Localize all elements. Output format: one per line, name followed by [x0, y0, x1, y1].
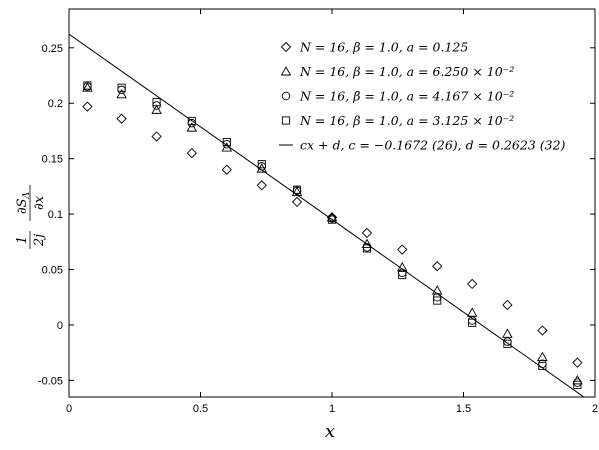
x-tick-label: 0 [66, 403, 72, 415]
data-point-triangle [502, 328, 513, 338]
x-axis-label: x [325, 421, 335, 442]
x-tick-label: 1 [329, 403, 335, 415]
x-tick-label: 2 [592, 403, 598, 415]
data-point-triangle [326, 211, 338, 222]
x-tick-label: 1.5 [456, 403, 471, 415]
y-axis-label: 1 2j ∂SΛ ∂x [15, 185, 47, 249]
y-tick-label: 0.1 [48, 209, 63, 221]
data-point-diamond [291, 196, 303, 208]
data-point-diamond [467, 278, 478, 290]
data-point-triangle [572, 374, 583, 385]
data-point-triangle [537, 351, 548, 362]
legend-marker-circle [281, 91, 291, 101]
y-tick-label: 0.25 [42, 43, 63, 55]
data-point-square [292, 185, 302, 194]
legend-marker-square [281, 116, 291, 125]
x-tick-label: 0.5 [193, 403, 208, 415]
data-point-triangle [151, 104, 162, 114]
legend-label: cx + d, c = −0.1672 (26), d = 0.2623 (32… [300, 138, 566, 153]
data-point-triangle [116, 88, 127, 99]
data-point-diamond [221, 164, 232, 175]
y-tick-label: 0 [57, 320, 63, 332]
y-label-frac-num: ∂SΛ [15, 191, 32, 214]
data-point-diamond [151, 131, 162, 142]
data-point-circle [397, 268, 407, 278]
legend-label: N = 16, β = 1.0, a = 4.167 × 10⁻² [299, 89, 514, 104]
data-point-square [573, 380, 582, 389]
axis-ticks: 0 0.5 1 1.5 2 -0.05 0 0.05 0.1 0.15 0.2 0.25 [38, 9, 598, 415]
fit-line [69, 33, 585, 397]
legend: N = 16, β = 1.0, a = 0.125 N = 16, β = 1.… [279, 40, 566, 153]
data-point-square [187, 116, 196, 126]
data-point-triangle [361, 238, 373, 248]
y-label-prefix-den: 2j [32, 234, 47, 247]
data-point-square [538, 361, 547, 371]
data-point-square [362, 244, 372, 253]
data-point-square [398, 271, 407, 280]
y-tick-label: 0.15 [42, 154, 63, 166]
data-point-diamond [502, 299, 513, 311]
data-point-diamond [537, 325, 548, 336]
data-point-circle [573, 378, 582, 387]
data-point-triangle [186, 122, 198, 132]
y-tick-label: 0.05 [42, 265, 63, 277]
data-point-triangle [466, 307, 478, 317]
data-point-square [83, 81, 92, 90]
data-point-square [468, 318, 477, 327]
y-tick-label: -0.05 [38, 375, 63, 387]
data-point-triangle [431, 285, 443, 295]
data-point-square [503, 339, 512, 348]
y-tick-label: 0.2 [48, 98, 63, 110]
data-point-diamond [397, 244, 408, 255]
y-label-prefix-num: 1 [15, 236, 30, 244]
data-point-square [152, 98, 161, 107]
data-point-diamond [432, 261, 443, 272]
data-point-triangle [396, 261, 408, 272]
data-point-diamond [572, 357, 583, 368]
legend-label: N = 16, β = 1.0, a = 3.125 × 10⁻² [299, 113, 514, 128]
data-point-triangle [82, 82, 93, 92]
data-point-diamond [82, 101, 93, 112]
legend-label: N = 16, β = 1.0, a = 6.250 × 10⁻² [299, 64, 514, 79]
data-point-square [433, 296, 442, 305]
y-label-frac-num-sub: Λ [22, 191, 32, 199]
data-point-square [257, 160, 266, 169]
data-point-diamond [361, 227, 373, 239]
data-point-diamond [186, 147, 197, 159]
plot-marks [69, 33, 585, 397]
data-point-diamond [116, 113, 127, 124]
data-point-square [327, 215, 337, 224]
data-point-diamond [256, 180, 267, 191]
legend-marker-diamond [280, 41, 292, 53]
y-label-frac-den: ∂x [32, 195, 47, 210]
data-point-square [117, 83, 126, 92]
legend-marker-triangle [280, 66, 292, 76]
legend-label: N = 16, β = 1.0, a = 0.125 [299, 40, 468, 55]
